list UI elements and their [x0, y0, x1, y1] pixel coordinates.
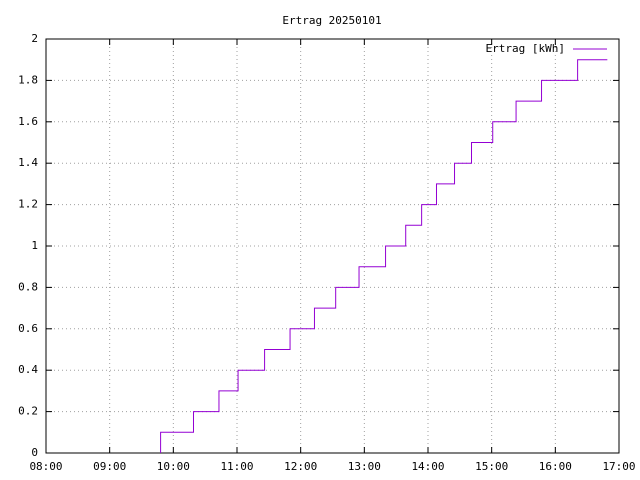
x-tick-label: 15:00: [475, 460, 508, 473]
x-tick-label: 08:00: [29, 460, 62, 473]
y-tick-label: 2: [31, 32, 38, 45]
plot-border: [45, 38, 620, 454]
x-tick-label: 13:00: [348, 460, 381, 473]
x-tick-label: 14:00: [411, 460, 444, 473]
y-tick-label: 0.4: [18, 363, 38, 376]
y-tick-label: 1.6: [18, 115, 38, 128]
y-tick-label: 0.6: [18, 322, 38, 335]
legend-label: Ertrag [kWh]: [486, 42, 565, 55]
y-tick-label: 1.4: [18, 156, 38, 169]
y-tick-label: 1.2: [18, 198, 38, 211]
y-tick-label: 0.8: [18, 280, 38, 293]
chart-title: Ertrag 20250101: [282, 14, 381, 27]
x-tick-label: 11:00: [220, 460, 253, 473]
y-tick-label: 1: [31, 239, 38, 252]
x-tick-label: 09:00: [93, 460, 126, 473]
y-tick-label: 0: [31, 446, 38, 459]
y-tick-label: 0.2: [18, 405, 38, 418]
data-line: [160, 59, 608, 453]
x-tick-label: 16:00: [539, 460, 572, 473]
x-tick-label: 12:00: [284, 460, 317, 473]
y-tick-label: 1.8: [18, 73, 38, 86]
x-tick-label: 17:00: [602, 460, 635, 473]
x-tick-label: 10:00: [157, 460, 190, 473]
